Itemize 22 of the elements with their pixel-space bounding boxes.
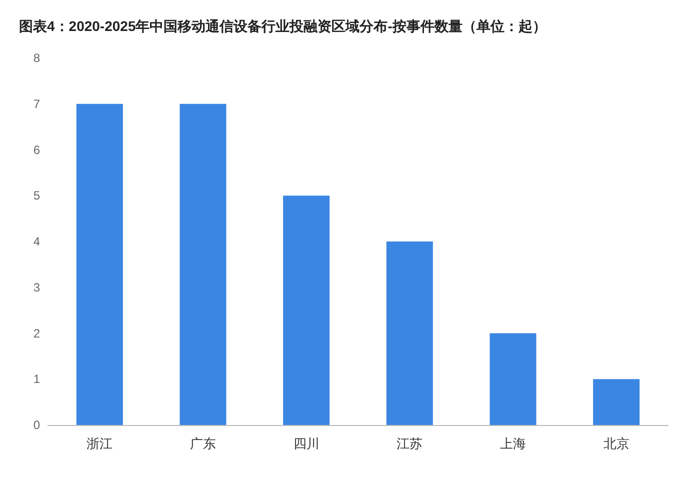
x-tick-label: 江苏 (396, 436, 423, 451)
bar (593, 379, 640, 425)
bar (283, 196, 330, 425)
bar (76, 104, 123, 425)
y-tick-label: 7 (33, 96, 40, 111)
y-tick-label: 2 (33, 326, 40, 340)
x-tick-label: 广东 (190, 436, 216, 451)
bar (490, 333, 536, 425)
bar (180, 104, 226, 425)
y-tick-label: 8 (33, 51, 40, 65)
x-tick-label: 北京 (603, 436, 630, 451)
y-tick-label: 1 (33, 372, 40, 386)
x-tick-label: 四川 (293, 436, 320, 451)
y-tick-label: 3 (33, 280, 40, 294)
y-tick-label: 6 (33, 142, 40, 157)
y-tick-label: 0 (33, 418, 40, 432)
bar (386, 242, 433, 425)
x-tick-label: 上海 (500, 436, 526, 451)
x-tick-label: 浙江 (86, 436, 113, 451)
y-tick-label: 5 (33, 188, 40, 203)
chart-title: 图表4：2020-2025年中国移动通信设备行业投融资区域分布-按事件数量（单位：起） (19, 18, 546, 34)
y-tick-label: 4 (33, 234, 40, 248)
